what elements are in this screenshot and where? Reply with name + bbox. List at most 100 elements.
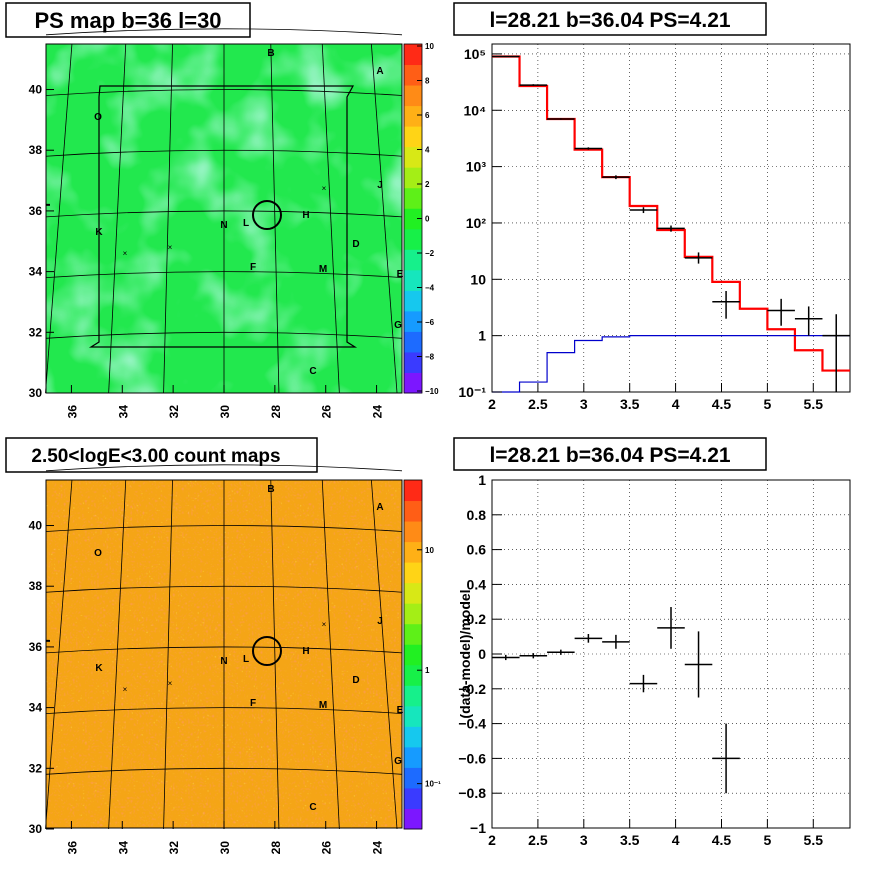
map-y-tick-label: 40 [29,83,43,97]
y-tick-label: −0.6 [458,750,486,766]
x-tick-label: 3.5 [620,832,640,848]
map-x-tick-label: 24 [371,405,385,419]
map-lon-line [321,479,340,830]
colorbar-swatch [404,290,422,312]
map-x-tick-label: 36 [65,841,79,855]
x-tick-label: 4 [672,832,680,848]
colorbar-tick-label: 8 [425,77,430,86]
count-map-x-axis: 36 34 32 30 28 26 24 [65,821,385,855]
ps-map-source-circle [252,200,282,230]
map-source-label: K [95,663,103,674]
residual-x-axis: 2 2.5 3 3.5 4 4.5 5 5.5 [488,819,823,848]
x-tick-label: 5 [763,396,771,412]
colorbar-swatch [404,126,422,148]
map-source-label: B [267,48,274,59]
map-source-label: M [319,264,327,275]
map-y-tick-label: 32 [29,325,43,339]
map-source-label: A [376,502,383,513]
colorbar-swatch [404,44,422,66]
colorbar-swatch [404,623,422,645]
map-source-marker: × [322,620,327,629]
ps-map-title-box [5,2,251,38]
x-tick-label: 2.5 [528,396,548,412]
map-x-tick-label: 24 [371,841,385,855]
map-source-label: B [267,484,274,495]
spectrum-y-axis: 10⁻¹ 1 10 10² 10³ 10⁴ 10⁵ [458,46,502,400]
map-x-tick-label: 32 [167,841,181,855]
x-tick-label: 5.5 [804,832,824,848]
map-y-tick-label: 38 [29,579,43,593]
colorbar-swatch [404,705,422,727]
ps-map-y-axis: 30 32 34 36 38 40 [29,83,54,400]
map-source-label: O [94,112,102,123]
colorbar-swatch [404,685,422,707]
x-tick-label: 5.5 [804,396,824,412]
map-lon-line [270,43,280,394]
colorbar-swatch [404,582,422,604]
map-x-tick-label: 28 [269,405,283,419]
map-source-label: H [302,646,309,657]
ps-map-source-markers: × × × [46,184,327,258]
count-map-grid [45,464,403,830]
x-tick-label: 2 [488,832,496,848]
spectrum-series [492,55,850,393]
map-source-marker: × [168,679,173,688]
ps-map-roi-outline [88,85,358,348]
spectrum-plot-area [491,43,851,393]
map-source-marker: × [123,685,128,694]
colorbar-tick-label: 1 [425,666,430,675]
y-tick-label: 0.8 [467,507,487,523]
count-map-title-box [5,437,318,473]
map-lon-line [163,43,173,394]
map-y-tick-label: 30 [29,386,43,400]
colorbar-swatch [404,249,422,271]
y-tick-label: −0.4 [458,716,486,732]
map-lon-line [270,479,280,830]
colorbar-tick-label: −10 [425,387,439,396]
colorbar-swatch [404,644,422,666]
colorbar-swatch [404,64,422,86]
x-tick-label: 4.5 [712,832,732,848]
map-source-label: G [394,320,402,331]
map-source-marker: × [123,249,128,258]
y-tick-label: 0.4 [467,576,487,592]
map-source-label: N [220,656,227,667]
count-map-title: 2.50<logE<3.00 count maps [31,446,280,467]
colorbar-swatch [404,787,422,809]
map-x-tick-label: 34 [116,841,130,855]
x-tick-label: 3 [580,832,588,848]
y-tick-label: −0.2 [458,681,486,697]
colorbar-swatch [404,167,422,189]
y-tick-label: 10⁴ [464,102,487,118]
x-tick-label: 4.5 [712,396,732,412]
map-lon-line [370,43,398,394]
map-lon-line [108,479,127,830]
map-x-tick-label: 26 [320,405,334,419]
map-y-tick-label: 34 [29,265,43,279]
map-source-label: N [220,220,227,231]
map-lat-line [45,464,403,472]
colorbar-swatch [404,521,422,543]
colorbar-tick-label: −8 [425,353,435,362]
map-y-tick-label: 36 [29,640,43,654]
residual-title-box [453,437,767,471]
colorbar-swatch [404,541,422,563]
map-lat-line [45,28,403,36]
y-tick-label: 1 [478,472,486,488]
y-tick-label: −0.8 [458,785,486,801]
map-source-label: A [376,66,383,77]
spectrum-panel: l=28.21 b=36.04 PS=4.21 2 2.5 3 3.5 4 4.5 5 5.5… [453,2,851,412]
colorbar-swatch [404,187,422,209]
map-x-tick-label: 36 [65,405,79,419]
map-source-label: M [319,700,327,711]
spectrum-title-box [453,2,767,36]
map-y-tick-label: 34 [29,701,43,715]
map-lon-line [45,43,73,394]
map-lon-line [321,43,340,394]
count-map-source-markers: × × × [46,620,327,694]
map-source-label: L [243,218,249,229]
map-y-tick-label: 36 [29,204,43,218]
spectrum-step-line [492,335,850,393]
